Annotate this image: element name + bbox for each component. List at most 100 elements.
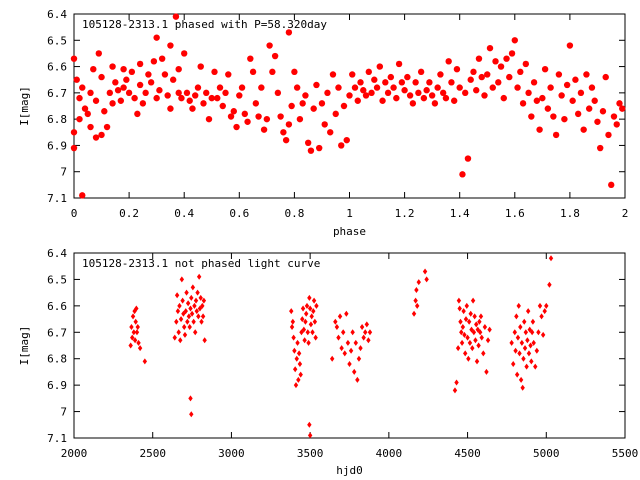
data-point <box>417 68 425 76</box>
data-point <box>302 337 307 344</box>
data-point <box>529 329 535 336</box>
y-tick-label: 6.8 <box>47 113 67 126</box>
raw-light-curve-panel: 2000 2500 3000 3500 4000 4500 5000 5500 6.46.56… <box>18 247 638 477</box>
data-point <box>341 329 346 336</box>
data-point <box>481 92 488 99</box>
data-point <box>200 302 205 309</box>
data-point <box>467 76 474 83</box>
data-point <box>252 100 260 107</box>
data-point <box>255 113 262 120</box>
data-point <box>503 55 510 62</box>
data-point <box>459 329 464 336</box>
data-point <box>416 279 421 286</box>
data-point <box>347 361 352 367</box>
data-point <box>304 302 310 309</box>
data-point <box>192 92 199 99</box>
data-point <box>76 94 83 102</box>
data-point <box>293 84 301 91</box>
data-point <box>136 60 144 68</box>
data-point <box>274 89 282 97</box>
data-point <box>525 308 531 315</box>
data-point <box>296 350 302 357</box>
data-point <box>352 368 357 375</box>
data-point <box>302 92 309 99</box>
data-point <box>191 318 196 325</box>
data-point <box>351 84 359 91</box>
data-point <box>304 310 309 317</box>
data-point <box>356 355 362 362</box>
phased-light-curve-panel: 0 0.2 0.4 0.6 0.8 1 1.2 1.4 1.6 1.8 2 6.4 6.5 6.6 6.7… <box>18 8 628 238</box>
data-point <box>79 192 86 199</box>
data-point <box>190 284 196 291</box>
data-point <box>139 100 147 107</box>
data-point <box>92 97 100 104</box>
data-point <box>285 29 293 36</box>
data-point <box>70 144 78 152</box>
data-point <box>478 73 485 81</box>
data-point <box>368 89 375 97</box>
phased-axis-ticks <box>73 13 626 199</box>
x-tick-label: 1.8 <box>560 207 580 220</box>
data-point <box>158 55 166 62</box>
x-tick-label: 0 <box>71 207 78 220</box>
data-point <box>147 79 155 86</box>
data-point <box>106 89 114 97</box>
data-point <box>194 308 199 315</box>
data-point <box>442 94 450 102</box>
y-tick-label: 6.7 <box>47 326 67 339</box>
data-point <box>136 339 141 346</box>
data-point <box>448 79 455 86</box>
data-point <box>244 118 251 125</box>
data-point <box>128 342 133 349</box>
data-point <box>489 84 496 91</box>
data-point <box>522 318 527 325</box>
data-point <box>299 100 306 107</box>
data-point <box>192 302 197 309</box>
data-point <box>280 129 287 136</box>
data-point <box>169 76 177 83</box>
data-point <box>475 55 483 62</box>
y-tick-label: 6.6 <box>47 61 67 74</box>
data-point <box>189 294 194 301</box>
data-point <box>544 302 549 309</box>
data-point <box>131 329 137 336</box>
data-point <box>467 339 473 346</box>
data-point <box>550 113 557 120</box>
data-point <box>513 347 518 354</box>
data-point <box>145 71 152 78</box>
x-tick-label: 5500 <box>612 447 639 460</box>
data-point <box>479 334 484 341</box>
data-point <box>202 337 207 344</box>
x-tick-label: 1.4 <box>450 207 470 220</box>
data-point <box>136 81 144 89</box>
data-point <box>547 281 552 288</box>
data-point <box>214 94 221 102</box>
data-point <box>594 118 601 125</box>
y-tick-label: 6.4 <box>47 247 67 260</box>
data-point <box>555 71 563 78</box>
phased-plot-frame <box>73 13 626 199</box>
data-point <box>125 89 133 97</box>
data-point <box>258 84 265 91</box>
y-tick-label: 7.1 <box>47 192 67 205</box>
data-point <box>208 94 215 102</box>
data-point <box>539 94 546 102</box>
data-point <box>516 302 521 309</box>
data-point <box>355 376 360 383</box>
raw-axis-ticks <box>73 252 626 439</box>
data-point <box>619 105 626 112</box>
data-point <box>310 329 315 336</box>
data-point <box>339 345 344 352</box>
data-point <box>495 79 502 86</box>
data-point <box>337 313 343 320</box>
data-point <box>534 347 540 354</box>
data-point <box>577 89 585 97</box>
data-point <box>188 305 193 312</box>
data-point <box>365 68 372 76</box>
data-point <box>506 73 513 81</box>
data-point <box>463 316 469 323</box>
data-point <box>511 361 516 367</box>
data-point <box>354 97 361 104</box>
data-point <box>87 89 94 97</box>
